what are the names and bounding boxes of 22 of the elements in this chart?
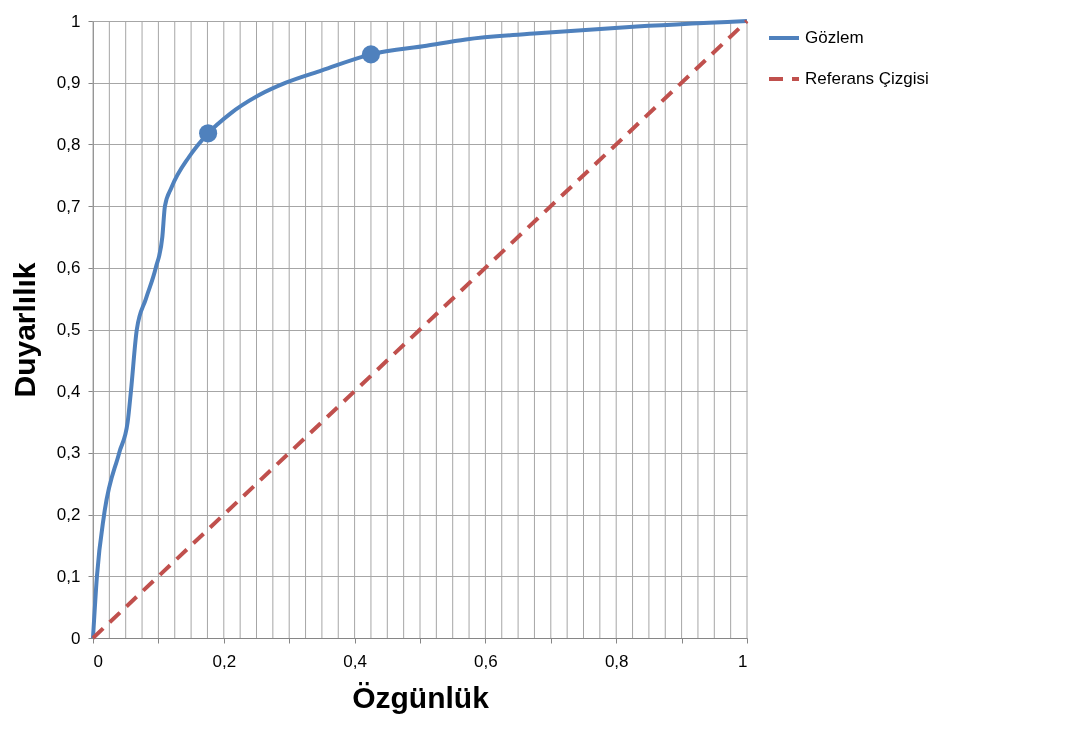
x-tick-label: 0 <box>93 651 103 671</box>
legend-label: Gözlem <box>805 28 864 47</box>
x-tick-label: 0,8 <box>604 651 629 671</box>
y-tick-label: 0,1 <box>56 566 81 586</box>
y-tick-label: 0,4 <box>56 381 81 401</box>
y-tick-label: 0,2 <box>56 505 81 525</box>
x-tick-label: 0,6 <box>474 651 498 671</box>
y-tick-label: 0,7 <box>56 196 81 216</box>
y-tick-label: 0 <box>71 628 81 648</box>
x-axis-title: Özgünlük <box>352 680 490 714</box>
y-axis-title: Duyarlılık <box>7 262 41 398</box>
legend-label: Referans Çizgisi <box>805 69 929 88</box>
y-tick-label: 0,3 <box>56 443 81 463</box>
y-tick-label: 1 <box>71 11 81 31</box>
y-tick-label: 0,8 <box>56 134 81 154</box>
y-tick-label: 0,9 <box>56 73 81 93</box>
y-tick-label: 0,5 <box>56 320 81 339</box>
x-tick-label: 1 <box>738 651 748 671</box>
x-tick-label: 0,2 <box>212 651 237 671</box>
line-series <box>91 19 749 640</box>
y-tick-label: 0,6 <box>56 258 81 278</box>
x-tick-label: 0,4 <box>343 651 367 671</box>
